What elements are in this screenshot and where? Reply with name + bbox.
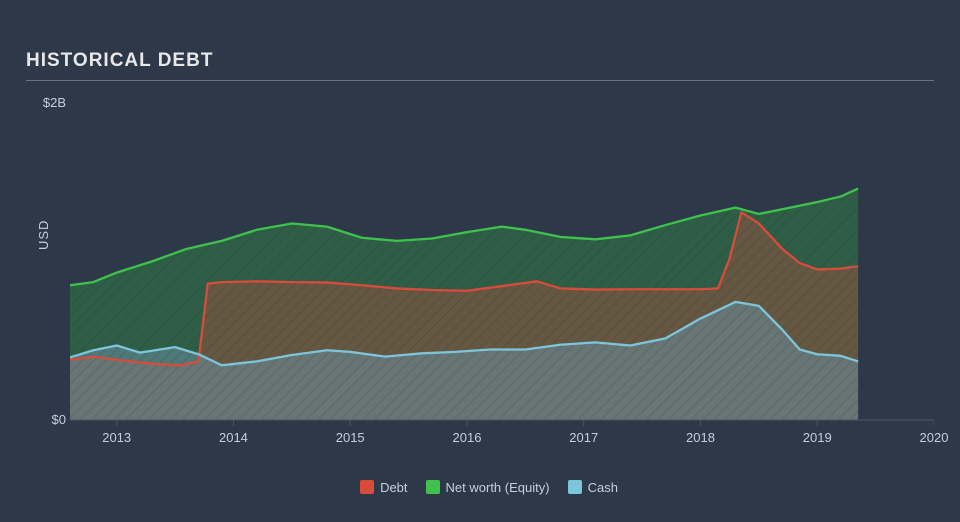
legend-label-cash: Cash <box>588 480 618 495</box>
xtick-label: 2018 <box>670 430 730 445</box>
title-underline <box>26 80 934 81</box>
plot-area <box>70 90 934 440</box>
chart-svg <box>70 90 934 440</box>
legend: Debt Net worth (Equity) Cash <box>0 480 960 495</box>
xtick-label: 2013 <box>87 430 147 445</box>
xtick-label: 2014 <box>203 430 263 445</box>
y-axis-label: USD <box>36 220 51 250</box>
legend-swatch-equity <box>426 480 440 494</box>
legend-label-debt: Debt <box>380 480 407 495</box>
xtick-label: 2020 <box>904 430 960 445</box>
chart-title: HISTORICAL DEBT <box>26 50 213 72</box>
xtick-label: 2017 <box>554 430 614 445</box>
legend-swatch-cash <box>568 480 582 494</box>
ytick-label: $0 <box>18 412 66 427</box>
legend-label-equity: Net worth (Equity) <box>446 480 550 495</box>
xtick-label: 2016 <box>437 430 497 445</box>
legend-swatch-debt <box>360 480 374 494</box>
hatch-overlay <box>70 189 858 420</box>
xtick-label: 2015 <box>320 430 380 445</box>
ytick-label: $2B <box>18 95 66 110</box>
xtick-label: 2019 <box>787 430 847 445</box>
